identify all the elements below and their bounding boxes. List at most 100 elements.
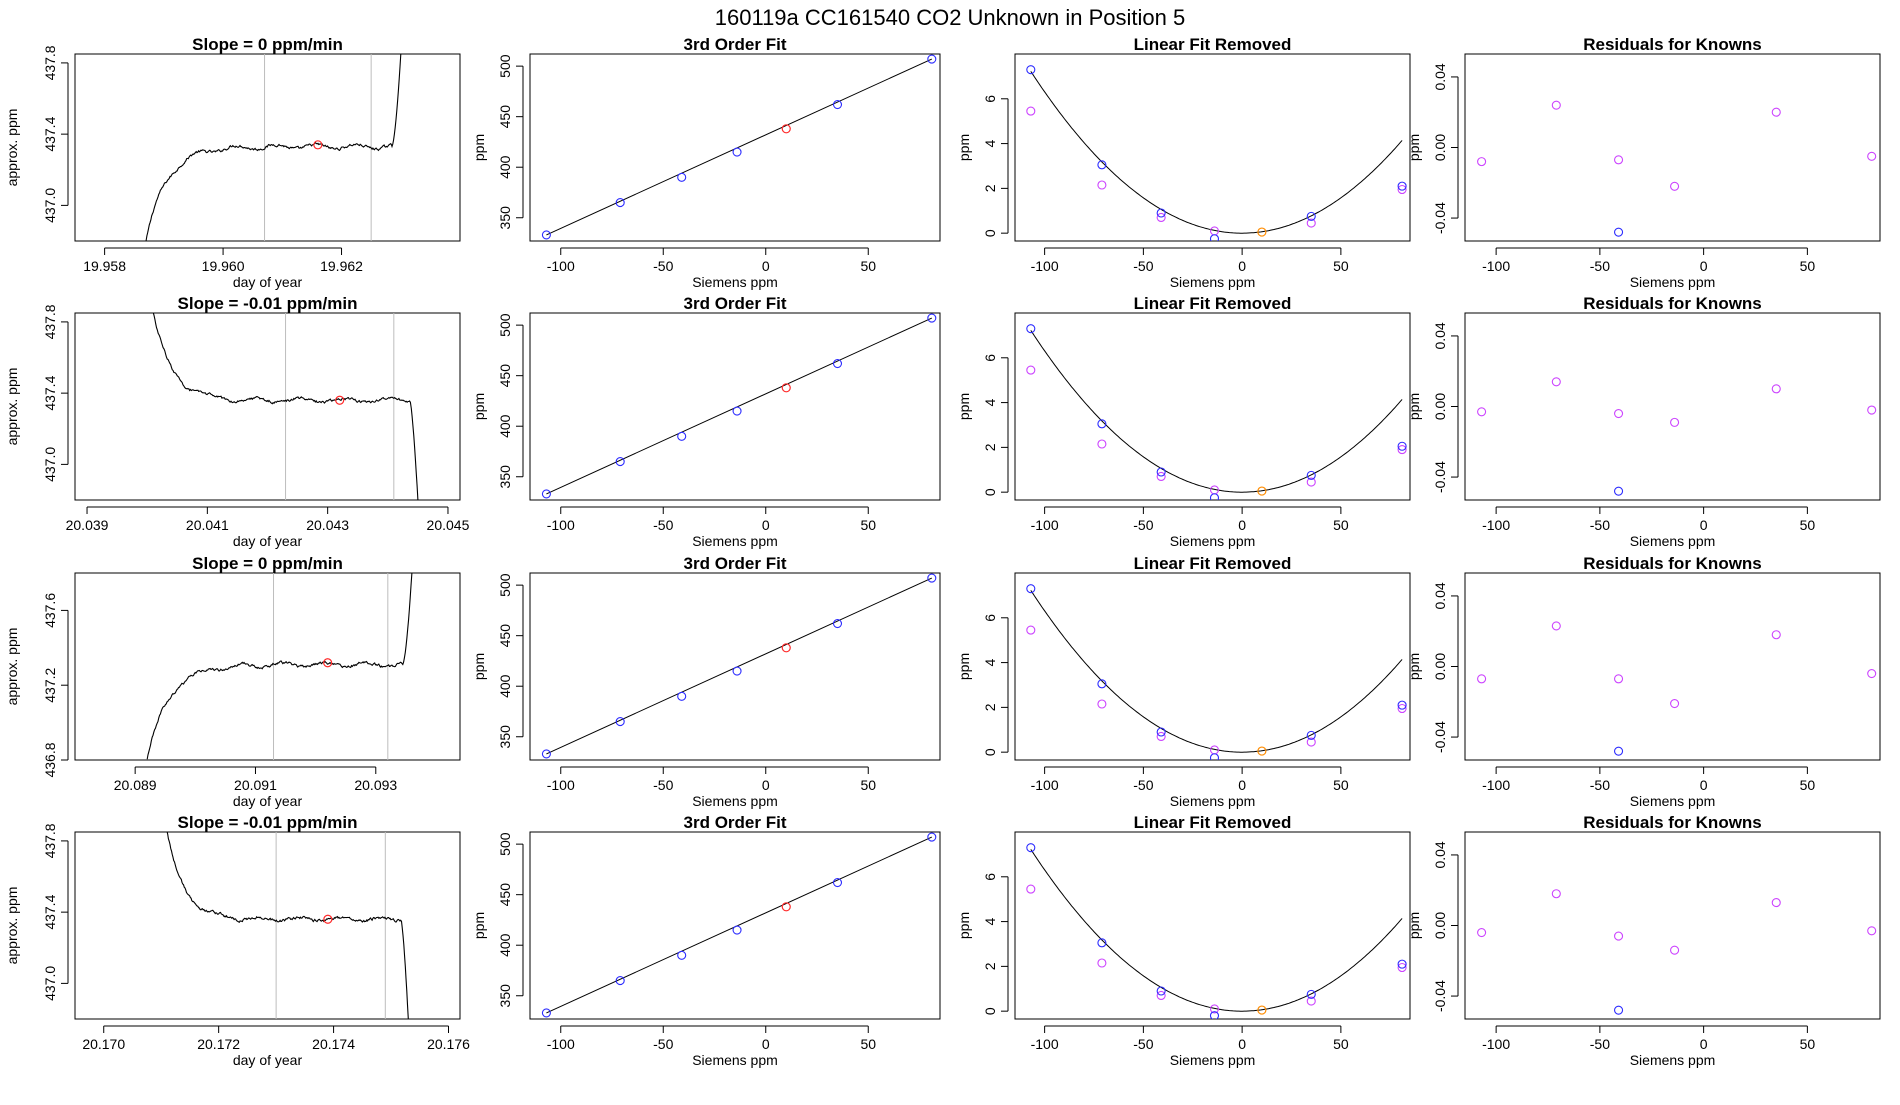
known-point <box>732 925 742 935</box>
x-tick-label: 0 <box>1238 1036 1246 1052</box>
plot-frame <box>1464 312 1881 501</box>
unknown-point <box>781 124 791 134</box>
known-point <box>1209 493 1220 500</box>
raw-point <box>1397 184 1407 195</box>
known-point <box>1156 986 1166 996</box>
known-point <box>1097 419 1107 429</box>
raw-point <box>1306 218 1316 228</box>
y-tick-label: 6 <box>982 873 998 881</box>
panel-title: Slope = 0 ppm/min <box>192 554 343 573</box>
panel-r4-c4: Residuals for Knowns -100 -50 0 50 Siemens pp… <box>1406 813 1881 1068</box>
raw-point <box>1097 958 1107 968</box>
y-tick-label: 0 <box>982 1007 998 1015</box>
x-axis-label: day of year <box>233 793 303 809</box>
y-tick-label: 450 <box>497 105 513 129</box>
y-axis-label: ppm <box>956 134 972 161</box>
raw-point <box>1477 157 1487 167</box>
unknown-point <box>335 395 345 405</box>
figure-title: 160119a CC161540 CO2 Unknown in Position… <box>715 5 1185 30</box>
known-point <box>1306 989 1316 999</box>
x-tick-label: 50 <box>860 1036 876 1052</box>
y-tick-label: 437.8 <box>42 823 58 858</box>
raw-point <box>1670 181 1680 191</box>
x-tick-label: -100 <box>1482 258 1510 274</box>
y-tick-label: 350 <box>497 984 513 1008</box>
x-axis-label: day of year <box>233 274 303 290</box>
raw-point <box>1156 990 1166 1001</box>
x-tick-label: -50 <box>1133 258 1153 274</box>
x-tick-label: -100 <box>1031 1036 1059 1052</box>
known-point <box>615 198 625 208</box>
x-tick-label: -50 <box>1590 258 1610 274</box>
raw-point <box>1209 1004 1220 1014</box>
known-point <box>541 1008 551 1018</box>
raw-point <box>1670 698 1680 709</box>
plot-frame <box>529 53 941 242</box>
y-tick-label: 2 <box>982 443 998 451</box>
x-tick-label: -100 <box>1031 258 1059 274</box>
panel-r4-c2: 3rd Order Fit -100 -50 0 50 Siemens ppm 350 400… <box>471 813 941 1068</box>
x-tick-label: 50 <box>1800 777 1816 793</box>
raw-point <box>1306 477 1316 487</box>
x-tick-label: 0 <box>1700 1036 1708 1052</box>
raw-point <box>1397 445 1407 455</box>
x-tick-label: -50 <box>653 777 673 793</box>
raw-point <box>1867 926 1877 936</box>
x-tick-label: -100 <box>1031 777 1059 793</box>
x-tick-label: 0 <box>762 258 770 274</box>
y-tick-label: 437.4 <box>42 894 58 929</box>
panel-title: Slope = 0 ppm/min <box>192 35 343 54</box>
plot-frame <box>529 312 941 501</box>
x-tick-label: 50 <box>860 258 876 274</box>
y-tick-label: 2 <box>982 703 998 711</box>
raw-point <box>1614 155 1624 165</box>
plot-area <box>152 313 419 500</box>
y-axis-label: approx. ppm <box>4 887 20 965</box>
y-axis-label: approx. ppm <box>4 368 20 446</box>
raw-point <box>1397 703 1407 714</box>
y-axis-label: ppm <box>1406 393 1422 420</box>
x-tick-label: 0 <box>1238 258 1246 274</box>
panel-r1-c2: 3rd Order Fit -100 -50 0 50 Siemens ppm 350 400… <box>471 35 941 290</box>
panel-r4-c1: Slope = -0.01 ppm/min 20.170 20.172 20.174 2… <box>4 813 470 1068</box>
panel-title: Residuals for Knowns <box>1583 813 1762 832</box>
known-point <box>732 147 742 157</box>
y-tick-label: 437.4 <box>42 116 58 151</box>
x-axis-label: Siemens ppm <box>692 1052 778 1068</box>
y-tick-label: 437.6 <box>42 593 58 628</box>
x-tick-label: 20.170 <box>82 1036 125 1052</box>
known-point <box>1156 727 1166 737</box>
panel-title: Residuals for Knowns <box>1583 35 1762 54</box>
known-point <box>732 406 742 416</box>
raw-point <box>1306 737 1316 747</box>
x-tick-label: -100 <box>547 777 575 793</box>
raw-point <box>1306 996 1316 1006</box>
x-tick-label: 20.093 <box>354 777 397 793</box>
x-tick-label: -50 <box>1133 777 1153 793</box>
plot-area <box>166 832 409 1019</box>
unknown-point <box>1257 746 1267 756</box>
y-axis-label: ppm <box>471 653 487 680</box>
x-tick-label: -100 <box>1482 1036 1510 1052</box>
plot-area <box>1477 377 1877 496</box>
y-tick-label: 6 <box>982 614 998 622</box>
x-tick-label: -50 <box>1133 517 1153 533</box>
y-tick-label: 6 <box>982 354 998 362</box>
known-point <box>1397 700 1407 710</box>
y-tick-label: 400 <box>497 414 513 438</box>
plot-frame <box>1014 312 1411 501</box>
x-tick-label: 20.172 <box>197 1036 240 1052</box>
y-axis-label: ppm <box>956 653 972 680</box>
fit-curve <box>1030 849 1403 1012</box>
data-trace <box>145 54 402 241</box>
y-tick-label: 436.8 <box>42 742 58 777</box>
known-point <box>927 313 937 323</box>
fit-line <box>546 317 933 495</box>
raw-point <box>1551 889 1561 899</box>
known-point <box>832 877 843 888</box>
known-point <box>1026 65 1036 75</box>
plot-area <box>145 54 402 241</box>
raw-point <box>1026 625 1036 635</box>
known-point <box>732 666 742 676</box>
